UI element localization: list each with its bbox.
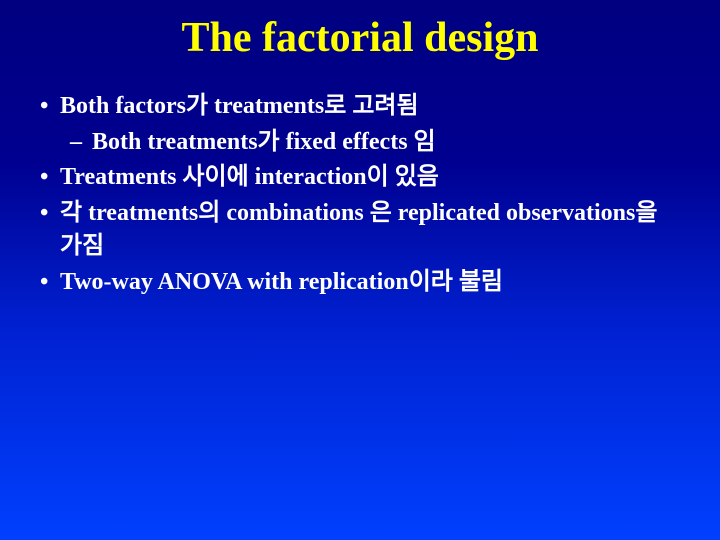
bullet-item: Both treatments가 fixed effects 임 [38,126,682,160]
slide-body: Both factors가 treatments로 고려됨 Both treat… [38,90,682,302]
bullet-item: Two-way ANOVA with replication이라 불림 [38,266,682,300]
bullet-item: Treatments 사이에 interaction이 있음 [38,161,682,195]
bullet-item: 각 treatments의 combinations 은 replicated … [38,197,682,264]
bullet-item: Both factors가 treatments로 고려됨 [38,90,682,124]
slide-title: The factorial design [0,14,720,62]
slide: The factorial design Both factors가 treat… [0,0,720,540]
